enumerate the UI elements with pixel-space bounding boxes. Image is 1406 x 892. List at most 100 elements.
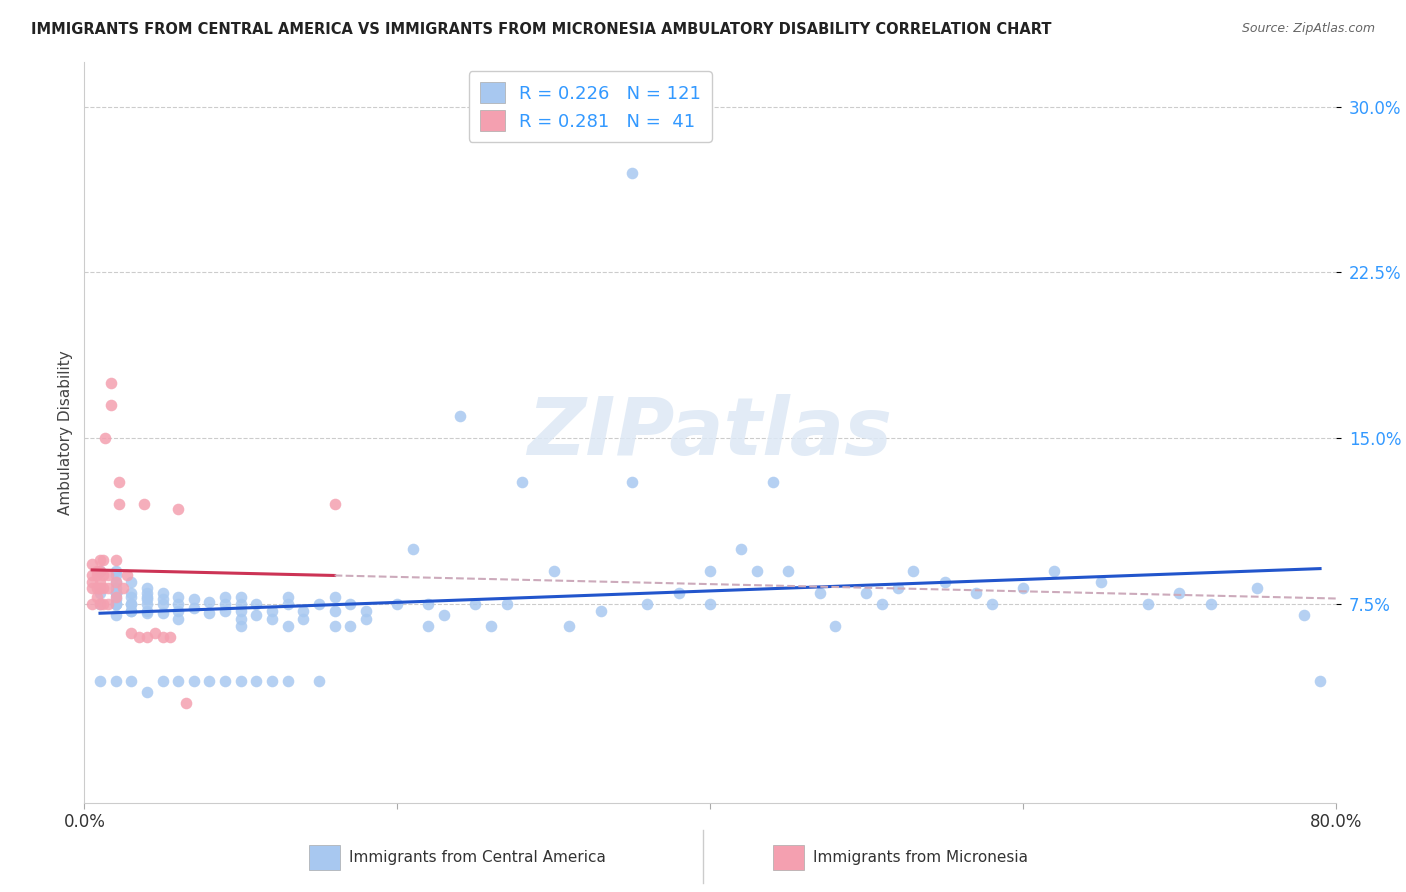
Point (104, 586, 127, 600)
Text: IMMIGRANTS FROM CENTRAL AMERICA VS IMMIGRANTS FROM MICRONESIA AMBULATORY DISABIL: IMMIGRANTS FROM CENTRAL AMERICA VS IMMIG… (31, 22, 1052, 37)
Point (354, 612, 377, 626)
Point (89, 674, 111, 689)
Point (668, 586, 690, 600)
Point (214, 603, 236, 617)
Point (1294, 607, 1316, 622)
Point (589, 603, 612, 617)
Point (104, 597, 127, 611)
Point (229, 674, 252, 689)
Point (354, 603, 377, 617)
Point (89, 574, 111, 589)
Point (1168, 586, 1191, 600)
Point (136, 591, 159, 605)
Point (262, 603, 284, 617)
Point (104, 597, 127, 611)
Point (152, 597, 174, 611)
Point (136, 582, 159, 596)
Point (136, 586, 159, 600)
Point (965, 586, 987, 600)
Point (385, 597, 409, 611)
Point (1090, 574, 1112, 589)
Point (1012, 582, 1035, 596)
Point (808, 586, 831, 600)
Point (174, 697, 197, 711)
Point (136, 606, 159, 620)
Point (1043, 564, 1066, 578)
Point (214, 591, 236, 605)
Point (152, 630, 174, 644)
Point (262, 674, 284, 689)
Point (136, 685, 159, 699)
Point (762, 475, 785, 490)
Point (89, 597, 111, 611)
Point (464, 597, 486, 611)
Point (104, 552, 127, 566)
Text: Immigrants from Central America: Immigrants from Central America (349, 850, 606, 864)
Point (120, 586, 142, 600)
Point (229, 612, 252, 626)
Point (104, 582, 127, 596)
Point (167, 597, 190, 611)
Point (120, 603, 142, 617)
Point (277, 591, 299, 605)
Point (86, 591, 108, 605)
Point (903, 564, 925, 578)
Point (167, 591, 190, 605)
Point (91, 597, 114, 611)
Point (495, 597, 517, 611)
Point (89, 582, 111, 596)
Point (104, 592, 127, 607)
Point (97, 597, 120, 611)
Point (104, 564, 127, 578)
Point (107, 498, 129, 512)
Point (870, 597, 893, 611)
Point (167, 612, 190, 626)
Point (449, 409, 471, 423)
Point (433, 607, 456, 622)
Point (245, 607, 267, 622)
Point (128, 630, 150, 644)
Point (183, 674, 205, 689)
Point (97, 568, 120, 582)
Point (262, 612, 284, 626)
Point (887, 582, 910, 596)
Point (229, 619, 252, 633)
Point (277, 674, 299, 689)
Point (82, 582, 104, 596)
Point (136, 630, 159, 644)
Point (91, 582, 114, 596)
Point (229, 597, 252, 611)
Point (120, 591, 142, 605)
Point (620, 475, 643, 490)
Point (323, 591, 346, 605)
Point (1199, 597, 1222, 611)
Text: Source: ZipAtlas.com: Source: ZipAtlas.com (1241, 22, 1375, 36)
Point (245, 674, 267, 689)
Point (699, 564, 721, 578)
Point (824, 619, 846, 633)
Point (152, 606, 174, 620)
Point (86, 568, 108, 582)
Point (183, 601, 205, 615)
Point (308, 597, 330, 611)
Point (82, 568, 104, 582)
Point (120, 597, 142, 611)
Point (159, 630, 181, 644)
Point (512, 475, 534, 490)
Point (980, 597, 1002, 611)
Point (277, 619, 299, 633)
Point (229, 591, 252, 605)
Text: ZIPatlas: ZIPatlas (527, 393, 893, 472)
Point (637, 597, 659, 611)
Point (104, 607, 127, 622)
Point (855, 586, 877, 600)
Point (292, 603, 315, 617)
Point (292, 612, 315, 626)
Point (97, 582, 120, 596)
Point (104, 568, 127, 582)
Point (82, 574, 104, 589)
Point (100, 376, 122, 390)
Point (82, 597, 104, 611)
Point (86, 582, 108, 596)
Y-axis label: Ambulatory Disability: Ambulatory Disability (58, 351, 73, 515)
